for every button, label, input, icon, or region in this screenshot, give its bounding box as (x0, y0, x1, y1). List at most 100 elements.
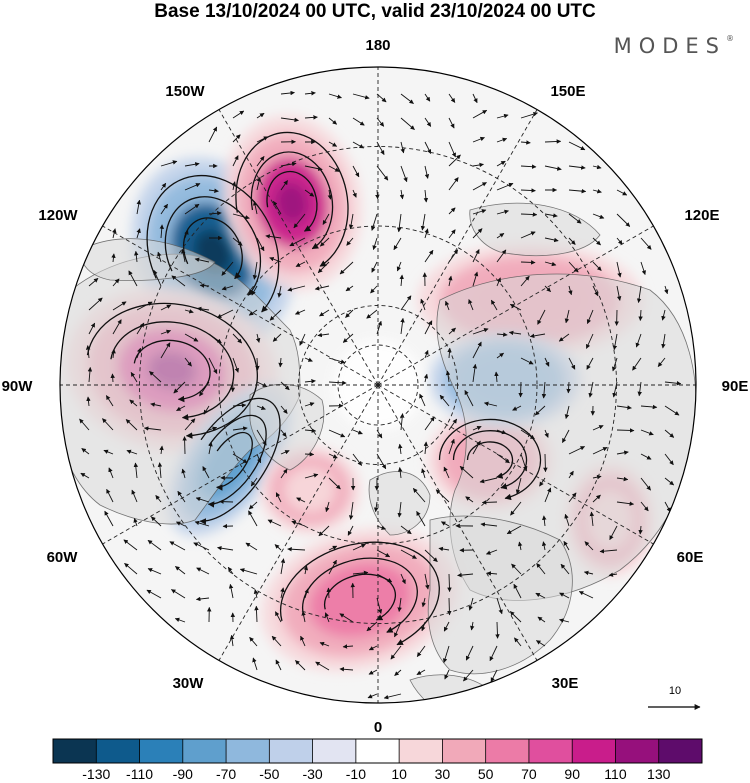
wind-arrow (592, 474, 602, 480)
wind-arrow (177, 490, 186, 503)
wind-arrow (568, 188, 587, 194)
wind-arrow (632, 357, 642, 371)
wind-arrow (304, 402, 315, 407)
wind-arrow (328, 380, 347, 386)
wind-arrow (520, 212, 538, 217)
wind-arrow (303, 565, 309, 575)
wind-arrow (232, 213, 250, 220)
wind-arrow (182, 436, 187, 455)
streamline (250, 151, 334, 250)
wind-arrow (304, 115, 318, 120)
wind-arrow (515, 477, 522, 495)
wind-arrow (348, 213, 354, 230)
wind-arrow (352, 165, 360, 178)
colorbar: -130 -110 -90 -70 -50 -30 -10 10 30 50 70 90 110 130 (52, 738, 703, 782)
wind-arrow (123, 539, 138, 551)
wind-arrow (412, 488, 426, 503)
wind-arrow (472, 182, 487, 191)
wind-arrow (146, 589, 162, 599)
wind-arrow (443, 621, 450, 632)
wind-arrow (542, 515, 547, 527)
wind-arrow (616, 285, 622, 301)
wind-arrow (81, 448, 90, 455)
wind-arrow (256, 453, 262, 464)
wind-arrow (304, 165, 323, 171)
wind-arrow (472, 136, 485, 143)
wind-arrow (457, 572, 474, 578)
wind-arrow (470, 621, 475, 631)
wind-arrow (248, 501, 258, 510)
wind-arrow (256, 237, 265, 252)
wind-arrow (171, 275, 186, 287)
wind-arrow (616, 476, 629, 482)
wind-arrow (232, 403, 247, 408)
wind-arrow (278, 357, 283, 368)
wind-arrow (589, 511, 595, 527)
wind-arrow (103, 449, 114, 455)
wind-arrow (160, 203, 168, 215)
wind-arrow (280, 90, 295, 96)
wind-arrow (400, 93, 414, 104)
wind-arrow (315, 661, 330, 671)
wind-arrow (544, 237, 559, 243)
wind-arrow (102, 418, 114, 431)
wind-arrow (560, 563, 570, 575)
wind-arrow (424, 320, 433, 335)
wind-arrow (616, 237, 623, 245)
streamline (164, 196, 262, 296)
wind-arrow (664, 285, 669, 295)
wind-arrow (287, 546, 306, 552)
wind-arrow (273, 200, 282, 215)
wind-arrow (221, 261, 234, 276)
wind-arrow (88, 277, 99, 287)
wind-arrow (444, 300, 450, 311)
wind-arrow (267, 519, 282, 527)
wind-arrow (496, 332, 508, 337)
wind-arrow (293, 213, 306, 229)
wind-arrow (563, 540, 570, 551)
wind-arrow (592, 261, 602, 271)
wind-arrow (196, 306, 210, 312)
colorbar-tick-label: -90 (173, 766, 193, 782)
wind-arrow (208, 441, 213, 455)
wind-arrow (490, 299, 498, 311)
wind-arrow (496, 209, 509, 215)
colorbar-swatch (96, 739, 140, 763)
wind-arrow (496, 453, 510, 464)
wind-arrow (171, 589, 186, 599)
wind-arrow (227, 566, 234, 575)
colorbar-swatch (139, 739, 184, 763)
wind-arrow (400, 525, 412, 535)
wind-arrow (79, 418, 90, 431)
streamline (146, 174, 280, 313)
wind-arrow (202, 466, 210, 479)
wind-arrow (568, 446, 586, 455)
wind-arrow (534, 405, 546, 416)
wind-arrow (394, 669, 402, 676)
wind-arrow (376, 597, 383, 614)
wind-arrow (134, 250, 139, 263)
wind-arrow (352, 189, 357, 198)
wind-arrow (160, 182, 167, 191)
wind-arrow (592, 446, 608, 455)
colorbar-swatch (572, 739, 616, 763)
colorbar-swatch (226, 739, 270, 763)
wind-arrow (424, 93, 431, 102)
wind-arrow (441, 521, 450, 527)
wind-arrow (394, 621, 402, 638)
wind-arrow (509, 611, 522, 623)
wind-arrow (448, 117, 455, 129)
colorbar-swatch (658, 739, 703, 763)
wind-arrow (80, 472, 90, 479)
wind-arrow (517, 541, 523, 551)
wind-arrow (275, 492, 282, 503)
wind-arrow (376, 549, 391, 558)
colorbar-tick-label: -50 (259, 766, 279, 782)
wind-arrow (184, 183, 201, 191)
colorbar-swatch (182, 739, 227, 763)
wind-arrow (208, 188, 219, 193)
colorbar-tick-label: -10 (346, 766, 366, 782)
wind-arrow (173, 381, 186, 394)
wind-arrow (366, 621, 378, 632)
